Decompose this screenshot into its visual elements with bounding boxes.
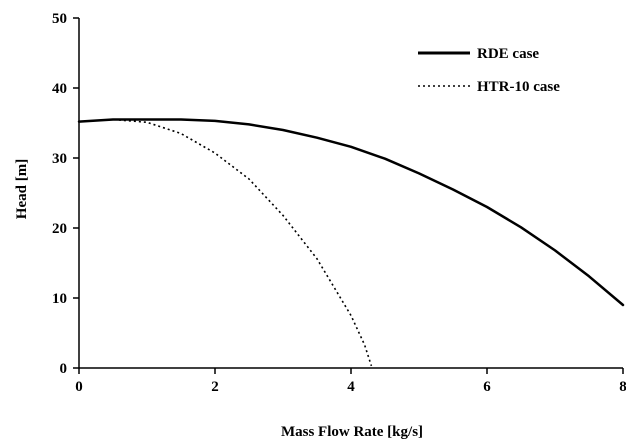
series-line-htr10	[78, 118, 373, 367]
y-tick-label: 40	[52, 81, 67, 97]
legend-label-htr10: HTR-10 case	[477, 79, 560, 95]
x-tick-label: 4	[347, 379, 355, 395]
plot-area	[78, 18, 623, 369]
x-tick-label: 0	[75, 379, 83, 395]
y-tick-label: 50	[52, 11, 67, 27]
y-axis-ticks: 0 10 20 30 40 50	[52, 11, 79, 377]
legend: RDE case HTR-10 case	[418, 46, 560, 95]
y-axis-label: Head [m]	[14, 159, 30, 219]
series-line-rde	[77, 118, 625, 307]
y-tick-label: 0	[60, 361, 68, 377]
x-axis-ticks: 0 2 4 6 8	[75, 368, 626, 395]
legend-label-rde: RDE case	[477, 46, 539, 62]
series-layer	[77, 118, 625, 367]
y-tick-label: 10	[52, 291, 67, 307]
y-tick-label: 30	[52, 151, 67, 167]
x-tick-label: 2	[211, 379, 219, 395]
y-tick-label: 20	[52, 221, 67, 237]
x-tick-label: 6	[483, 379, 491, 395]
x-axis-label: Mass Flow Rate [kg/s]	[281, 424, 423, 440]
x-tick-label: 8	[619, 379, 626, 395]
